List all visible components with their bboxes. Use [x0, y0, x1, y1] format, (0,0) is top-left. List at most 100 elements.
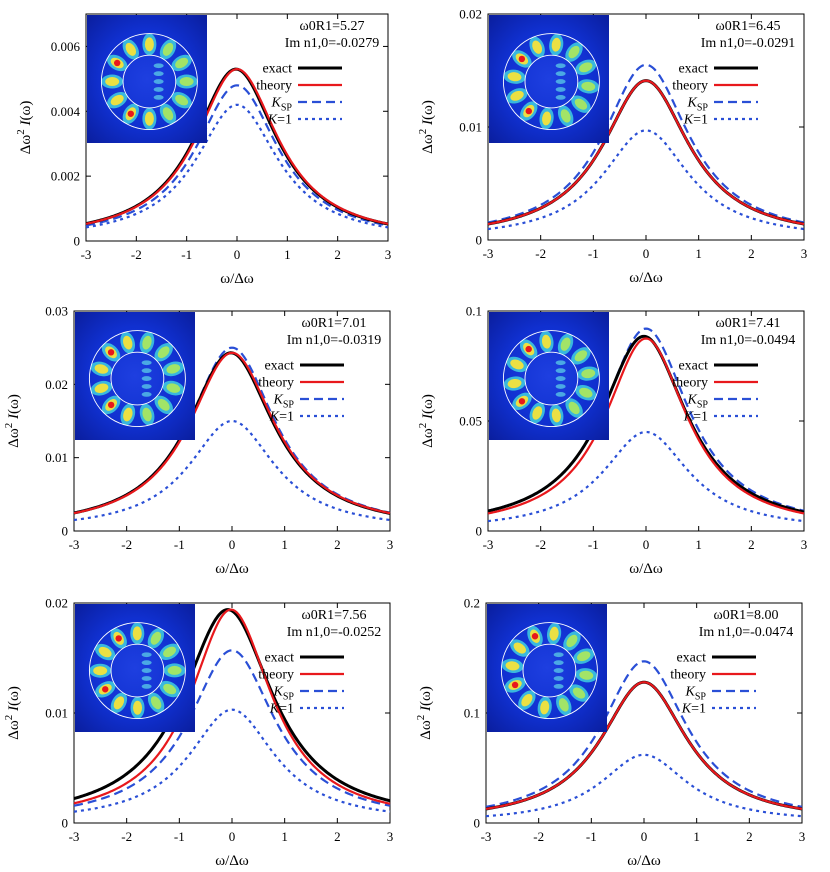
y-tick-label: 0.004	[51, 104, 81, 119]
inset-core-fringe	[553, 684, 564, 689]
x-tick-label: 0	[229, 829, 236, 844]
panel-title: ω0R1=5.27	[300, 19, 365, 34]
legend-label-ksp: KSP	[687, 393, 709, 411]
inset-core-fringe	[153, 95, 164, 100]
inset-lobe-core	[98, 646, 112, 658]
x-axis-label: ω/Δω	[629, 561, 663, 577]
inset-lobe-core	[566, 634, 578, 648]
panel-title: ω0R1=8.00	[714, 608, 779, 623]
series-k1-line	[485, 753, 803, 818]
legend-label-ksp: KSP	[273, 685, 295, 703]
inset-lobe-core	[150, 696, 162, 710]
inset-core-fringe	[555, 87, 566, 92]
inset-outer-ring	[502, 330, 600, 428]
inset-lobe-core	[507, 378, 522, 389]
inset-core-fringe	[555, 79, 566, 84]
y-tick-label: 0.02	[45, 596, 68, 611]
y-axis-label: Δω2 I(ω)	[15, 101, 34, 155]
chart-panel-5: -3 -2 -1 0 1 2 3 0 0.01 0.02 ω/Δω Δω2 I(ω) ω0R1=7.56…	[3, 596, 393, 870]
y-tick-label: 0.2	[464, 596, 480, 611]
panel-title: ω0R1=7.41	[716, 316, 781, 331]
x-tick-label: -3	[483, 246, 494, 261]
x-tick-label: -3	[483, 537, 494, 552]
inset-core-fringe	[555, 392, 566, 397]
series-ksp-line	[485, 660, 803, 808]
x-tick-label: 2	[334, 537, 341, 552]
inset-core-fringe	[141, 652, 152, 658]
x-tick-label: -1	[181, 247, 192, 262]
inset-hotspot	[107, 349, 115, 356]
series-theory-line	[85, 68, 389, 225]
inset-core-fringe	[553, 660, 564, 666]
inset-lobe-core	[581, 81, 596, 91]
inset-lobe-core	[157, 398, 170, 411]
x-axis-label: ω/Δω	[629, 270, 663, 286]
inset-hotspot	[518, 55, 526, 63]
legend-label-theory: theory	[258, 668, 294, 683]
inset-lobe-core	[113, 696, 125, 710]
inset-lobe-core	[166, 364, 181, 374]
inset-lobe-core	[505, 661, 520, 671]
series-theory-line	[485, 681, 803, 811]
inset-core-fringe	[141, 368, 152, 374]
x-tick-label: 1	[281, 537, 288, 552]
y-tick-label: 0	[474, 816, 481, 831]
inset-lobe-core	[521, 693, 533, 707]
x-tick-label: 3	[799, 829, 806, 844]
legend-label-ksp: KSP	[687, 96, 709, 114]
inset-lobe-core	[568, 401, 580, 415]
y-tick-label: 0	[62, 524, 69, 539]
inset-lobe-core	[560, 337, 571, 351]
x-tick-label: 1	[695, 246, 702, 261]
inset-core-fringe	[553, 652, 564, 658]
legend-label-k1: K=1	[269, 410, 294, 425]
y-tick-label: 0.02	[459, 7, 482, 22]
inset-lobe-core	[132, 626, 142, 641]
inset-hotspot	[113, 59, 121, 67]
y-tick-label: 0	[476, 524, 483, 539]
inset-core-fringe	[553, 668, 564, 673]
inset-lobe-core	[125, 42, 137, 56]
panel-subtitle: Im n1,0=-0.0252	[287, 625, 382, 640]
x-tick-label: 1	[284, 247, 291, 262]
series-exact-line	[487, 334, 805, 514]
inset-hotspot	[531, 633, 539, 640]
chart-panel-1: -3 -2 -1 0 1 2 3 0 0.002 0.004 0.006 ω/Δω Δω2 I(ω) ω0…	[15, 13, 392, 287]
inset-lobe-core	[110, 94, 124, 106]
x-axis-label: ω/Δω	[627, 853, 661, 869]
inset-lobe-core	[150, 631, 162, 645]
inset-core-fringe	[555, 360, 566, 366]
x-tick-label: -3	[81, 247, 92, 262]
inset-lobe-core	[558, 698, 569, 712]
x-tick-label: -2	[533, 829, 544, 844]
x-tick-label: 3	[385, 247, 392, 262]
inset-core-fringe	[555, 384, 566, 389]
inset-core-fringe	[141, 392, 152, 397]
inset-core-fringe	[153, 63, 164, 69]
inset-hotspot	[525, 107, 532, 115]
panel-title: ω0R1=7.01	[302, 316, 367, 331]
chart-panel-6: -3 -2 -1 0 1 2 3 0 0.1 0.2 ω/Δω Δω2 I(ω) ω0R1=8.00 Im…	[415, 596, 805, 870]
inset-lobe-core	[579, 387, 593, 398]
legend-label-exact: exact	[678, 62, 708, 77]
inset-lobe-core	[179, 77, 194, 87]
series-theory-line	[487, 337, 805, 515]
inset-lobe-core	[572, 687, 586, 699]
legend-label-k1: K=1	[683, 113, 708, 128]
y-tick-label: 0.01	[459, 120, 482, 135]
x-tick-label: -2	[121, 829, 132, 844]
x-tick-label: -2	[535, 246, 546, 261]
x-axis-label: ω/Δω	[220, 271, 254, 287]
x-tick-label: 0	[643, 537, 650, 552]
series-ksp-line	[73, 649, 391, 807]
inset-core-fringe	[553, 676, 564, 681]
inset-core-fringe	[141, 660, 152, 666]
inset-lobe-core	[510, 90, 524, 101]
legend-label-k1: K=1	[269, 702, 294, 717]
legend-label-ksp: KSP	[273, 393, 295, 411]
inset-lobe-core	[551, 408, 561, 423]
y-axis-label: Δω2 I(ω)	[3, 686, 22, 740]
x-tick-label: -2	[535, 537, 546, 552]
panel-subtitle: Im n1,0=-0.0279	[285, 36, 380, 51]
x-tick-label: -1	[588, 246, 599, 261]
